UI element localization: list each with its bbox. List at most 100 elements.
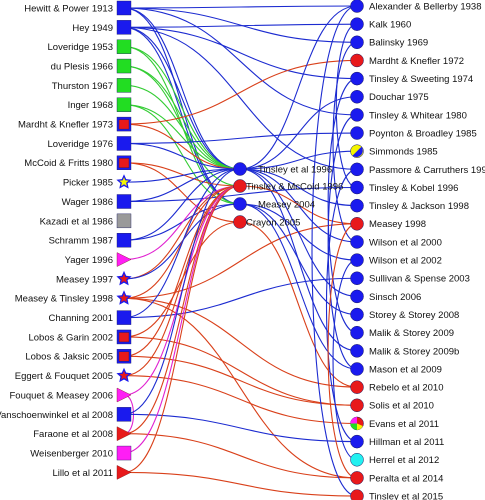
left-node-faraone-et-al-2008[interactable] bbox=[116, 426, 132, 442]
circle-marker bbox=[233, 197, 247, 211]
middle-node-tinsley-et-al-1996[interactable] bbox=[233, 162, 247, 176]
left-node-thurston-1967[interactable] bbox=[116, 78, 132, 93]
right-node-label: Malik & Storey 2009 bbox=[369, 328, 454, 339]
middle-node-tinsley-mccoid-1996[interactable] bbox=[233, 179, 247, 193]
left-node-eggert-fouquet-2005[interactable] bbox=[116, 367, 132, 383]
right-node-herrel-et-al-2012[interactable] bbox=[350, 453, 364, 467]
right-node-evans-et-al-2011[interactable] bbox=[350, 416, 364, 431]
right-node-tinsley-et-al-2015[interactable] bbox=[350, 489, 364, 500]
left-node-label: Mardht & Knefler 1973 bbox=[18, 120, 113, 131]
left-node-weisenberger-2010[interactable] bbox=[116, 445, 132, 461]
right-node-wilson-et-al-2002[interactable] bbox=[350, 253, 364, 267]
left-node-hewitt-power-1913[interactable] bbox=[116, 0, 132, 16]
citation-edge bbox=[123, 185, 241, 280]
right-node-wilson-et-al-2000[interactable] bbox=[350, 235, 364, 249]
left-node-label: Wager 1986 bbox=[62, 197, 113, 208]
right-node-label: Solis et al 2010 bbox=[369, 401, 434, 412]
right-node-label: Tinsley & Kobel 1996 bbox=[369, 183, 458, 194]
right-node-douchar-1975[interactable] bbox=[350, 90, 364, 104]
right-node-label: Simmonds 1985 bbox=[369, 147, 438, 158]
right-node-hillman-et-al-2011[interactable] bbox=[350, 434, 364, 449]
right-node-simmonds-1985[interactable] bbox=[350, 144, 364, 158]
left-node-label: Weisenberger 2010 bbox=[30, 448, 113, 459]
citation-edge bbox=[332, 259, 358, 461]
citation-edge bbox=[123, 168, 241, 203]
citation-edge bbox=[123, 5, 358, 9]
left-node-lillo-et-al-2011[interactable] bbox=[116, 465, 132, 480]
right-node-tinsley-kobel-1996[interactable] bbox=[350, 180, 364, 195]
right-node-malik-storey-2009[interactable] bbox=[350, 325, 364, 340]
citation-edge bbox=[239, 203, 358, 370]
citation-edge bbox=[335, 23, 358, 189]
right-node-mason-et-al-2009[interactable] bbox=[350, 362, 364, 376]
middle-node-measey-2004[interactable] bbox=[233, 197, 247, 211]
circle-marker bbox=[350, 126, 364, 140]
right-node-peralta-et-al-2014[interactable] bbox=[350, 471, 364, 485]
left-node-loveridge-1953[interactable] bbox=[116, 39, 132, 54]
left-node-kazadi-et-al-1986[interactable] bbox=[116, 213, 132, 229]
citation-edge bbox=[123, 168, 241, 415]
left-node-label: Schramm 1987 bbox=[49, 236, 113, 247]
right-node-tinsley-whitear-1980[interactable] bbox=[350, 108, 364, 122]
citation-edge bbox=[311, 5, 358, 497]
left-node-vanschoenwinkel-et-al-2008[interactable] bbox=[116, 407, 132, 422]
square-marker bbox=[116, 136, 132, 151]
circle-marker bbox=[350, 71, 364, 86]
citation-edge bbox=[239, 185, 358, 225]
square-marker bbox=[116, 20, 132, 35]
left-node-picker-1985[interactable] bbox=[116, 174, 132, 189]
right-node-mardht-knefler-1972[interactable] bbox=[350, 53, 364, 68]
right-node-sullivan-spense-2003[interactable] bbox=[350, 271, 364, 285]
left-node-schramm-1987[interactable] bbox=[116, 232, 132, 248]
citation-edge bbox=[123, 375, 358, 424]
left-node-label: Hey 1949 bbox=[72, 23, 113, 34]
right-node-rebelo-et-al-2010[interactable] bbox=[350, 380, 364, 394]
left-node-hey-1949[interactable] bbox=[116, 20, 132, 35]
middle-node-crayon-2005[interactable] bbox=[233, 215, 247, 229]
middle-node-label: Tinsley & McCoid 1996 bbox=[246, 181, 343, 192]
left-node-label: Faraone et al 2008 bbox=[33, 429, 113, 440]
left-node-wager-1986[interactable] bbox=[116, 194, 132, 209]
left-node-lobos-garin-2002[interactable] bbox=[116, 329, 132, 345]
circle-marker bbox=[350, 453, 364, 467]
square-marker bbox=[116, 213, 132, 229]
right-node-label: Malik & Storey 2009b bbox=[369, 346, 459, 357]
circle-marker bbox=[350, 471, 364, 485]
left-node-mardht-knefler-1973[interactable] bbox=[116, 116, 132, 132]
inner-square-marker bbox=[118, 351, 130, 362]
left-node-channing-2001[interactable] bbox=[116, 310, 132, 325]
right-node-poynton-broadley-1985[interactable] bbox=[350, 126, 364, 140]
left-node-lobos-jaksic-2005[interactable] bbox=[116, 349, 132, 364]
right-node-label: Rebelo et al 2010 bbox=[369, 383, 443, 394]
left-node-yager-1996[interactable] bbox=[116, 252, 132, 267]
citation-edge bbox=[123, 46, 241, 170]
circle-marker bbox=[350, 307, 364, 322]
left-node-measey-tinsley-1998[interactable] bbox=[116, 290, 132, 305]
citation-edge bbox=[123, 355, 358, 406]
square-marker bbox=[116, 78, 132, 93]
right-node-sinsch-2006[interactable] bbox=[350, 289, 364, 304]
left-node-label: Fouquet & Measey 2006 bbox=[9, 390, 113, 401]
right-node-alexander-bellerby-1938[interactable] bbox=[350, 0, 364, 13]
right-node-solis-et-al-2010[interactable] bbox=[350, 398, 364, 413]
right-node-kalk-1960[interactable] bbox=[350, 17, 364, 31]
circle-marker bbox=[350, 217, 364, 231]
citation-edge bbox=[327, 223, 358, 479]
right-node-balinsky-1969[interactable] bbox=[350, 35, 364, 50]
left-node-mccoid-fritts-1980[interactable] bbox=[116, 155, 132, 171]
left-node-fouquet-measey-2006[interactable] bbox=[116, 387, 132, 403]
right-node-tinsley-sweeting-1974[interactable] bbox=[350, 71, 364, 86]
right-node-passmore-carruthers-1995[interactable] bbox=[350, 162, 364, 177]
left-node-measey-1997[interactable] bbox=[116, 270, 132, 286]
circle-marker bbox=[350, 344, 364, 358]
inner-star-marker bbox=[119, 273, 129, 283]
circle-marker bbox=[350, 434, 364, 449]
right-node-tinsley-jackson-1998[interactable] bbox=[350, 198, 364, 213]
left-node-inger-1968[interactable] bbox=[116, 97, 132, 112]
left-node-du-plesis-1966[interactable] bbox=[116, 58, 132, 74]
right-node-storey-storey-2008[interactable] bbox=[350, 307, 364, 322]
right-node-measey-1998[interactable] bbox=[350, 217, 364, 231]
right-node-malik-storey-2009b[interactable] bbox=[350, 344, 364, 358]
left-node-loveridge-1976[interactable] bbox=[116, 136, 132, 151]
